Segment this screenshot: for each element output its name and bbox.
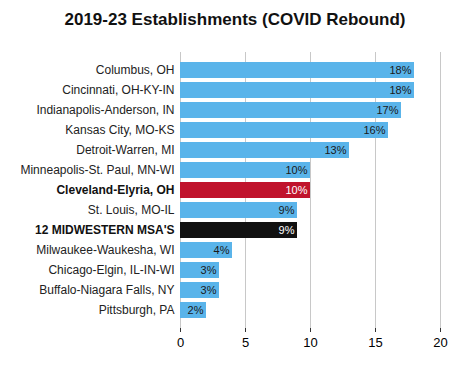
svg-text:3%: 3%	[201, 284, 217, 296]
svg-text:0: 0	[177, 335, 184, 350]
svg-text:15: 15	[368, 335, 382, 350]
svg-text:10%: 10%	[285, 164, 307, 176]
svg-text:18%: 18%	[389, 84, 411, 96]
svg-text:Minneapolis-St. Paul, MN-WI: Minneapolis-St. Paul, MN-WI	[20, 163, 174, 177]
svg-text:Detroit-Warren, MI: Detroit-Warren, MI	[76, 143, 174, 157]
svg-text:Chicago-Elgin, IL-IN-WI: Chicago-Elgin, IL-IN-WI	[48, 263, 174, 277]
svg-text:4%: 4%	[214, 244, 230, 256]
svg-text:2%: 2%	[188, 304, 204, 316]
svg-text:17%: 17%	[376, 104, 398, 116]
svg-text:Milwaukee-Waukesha, WI: Milwaukee-Waukesha, WI	[36, 243, 174, 257]
svg-text:Indianapolis-Anderson, IN: Indianapolis-Anderson, IN	[36, 103, 174, 117]
svg-text:10: 10	[303, 335, 317, 350]
svg-text:20: 20	[433, 335, 447, 350]
svg-text:9%: 9%	[279, 204, 295, 216]
svg-text:Cleveland-Elyria, OH: Cleveland-Elyria, OH	[56, 183, 174, 197]
svg-text:Buffalo-Niagara Falls, NY: Buffalo-Niagara Falls, NY	[39, 283, 174, 297]
svg-text:Columbus, OH: Columbus, OH	[96, 63, 175, 77]
svg-text:3%: 3%	[201, 264, 217, 276]
svg-text:18%: 18%	[389, 64, 411, 76]
svg-text:13%: 13%	[324, 144, 346, 156]
svg-text:Kansas City, MO-KS: Kansas City, MO-KS	[65, 123, 174, 137]
svg-text:Cincinnati, OH-KY-IN: Cincinnati, OH-KY-IN	[62, 83, 174, 97]
svg-text:9%: 9%	[279, 224, 295, 236]
svg-text:16%: 16%	[363, 124, 385, 136]
html-text:2019-23 Establishments (COVID: 2019-23 Establishments (COVID Rebound)	[64, 10, 406, 29]
svg-text:St. Louis, MO-IL: St. Louis, MO-IL	[88, 203, 175, 217]
svg-text:10%: 10%	[285, 184, 307, 196]
svg-text:Pittsburgh, PA: Pittsburgh, PA	[99, 303, 175, 317]
svg-text:5: 5	[242, 335, 249, 350]
svg-text:12 MIDWESTERN MSA'S: 12 MIDWESTERN MSA'S	[35, 223, 175, 237]
